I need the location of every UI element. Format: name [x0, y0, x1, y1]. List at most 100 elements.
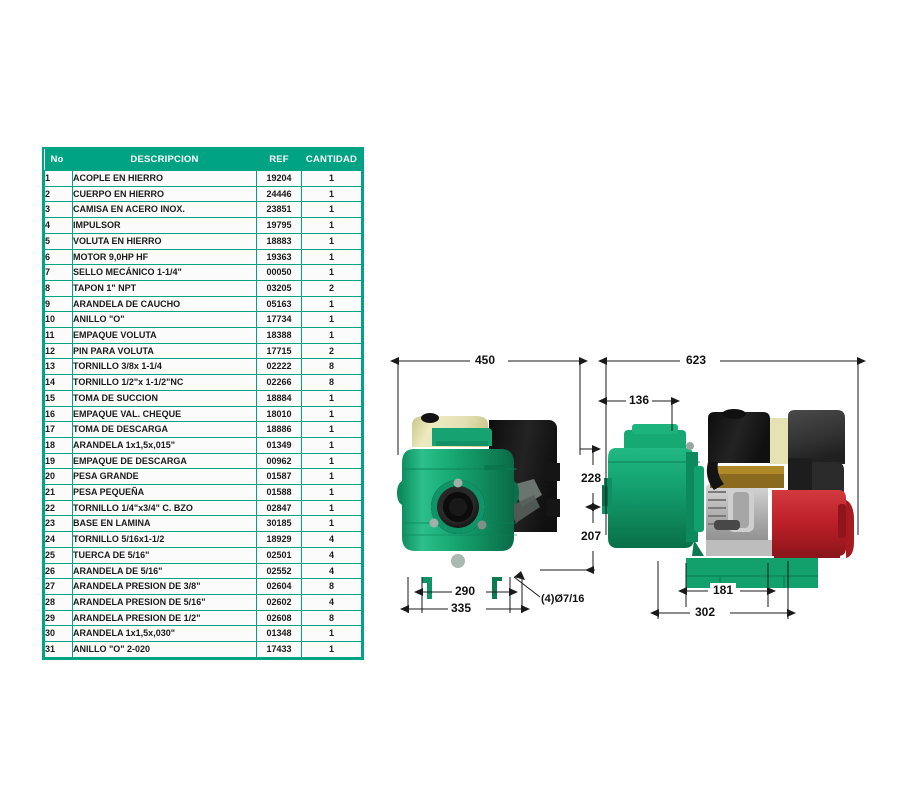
part-number-cell: 16 [44, 405, 73, 423]
part-number-cell: 15 [44, 389, 73, 407]
table-row: 22 TORNILLO 1/4"x3/4" C. BZO 02847 1 [44, 499, 362, 517]
part-description-cell: PIN PARA VOLUTA [72, 342, 257, 360]
part-number-cell: 8 [44, 279, 73, 297]
part-ref-cell: 18884 [256, 389, 302, 407]
part-ref-cell: 24446 [256, 185, 302, 203]
part-description-cell: TAPON 1" NPT [72, 279, 257, 297]
part-description-cell: ANILLO "O" [72, 311, 257, 329]
part-quantity-cell: 1 [301, 389, 362, 407]
part-description-cell: VOLUTA EN HIERRO [72, 232, 257, 250]
part-ref-cell: 18929 [256, 531, 302, 548]
table-row: 2 CUERPO EN HIERRO 24446 1 [44, 185, 362, 203]
table-row: 30 ARANDELA 1x1,5x,030" 01348 1 [44, 625, 362, 643]
part-quantity-cell: 1 [301, 452, 362, 470]
dim-side-pump-body-length: 136 [626, 393, 653, 407]
table-row: 31 ANILLO "O" 2-020 17433 1 [44, 641, 362, 658]
part-quantity-cell: 1 [301, 201, 362, 219]
dim-side-base-length: 302 [692, 605, 719, 619]
part-description-cell: PESA GRANDE [72, 468, 257, 486]
column-header-cantidad: CANTIDAD [301, 149, 362, 171]
part-number-cell: 9 [44, 295, 73, 313]
hole-callout-annotation: (4)Ø7/16 [541, 593, 585, 605]
part-quantity-cell: 1 [301, 484, 362, 501]
part-number-cell: 31 [44, 641, 73, 658]
part-ref-cell: 23851 [256, 201, 302, 219]
part-description-cell: ARANDELA PRESION DE 3/8" [72, 578, 257, 595]
part-ref-cell: 00962 [256, 452, 302, 470]
part-ref-cell: 02604 [256, 578, 302, 595]
front-view-pump-illustration [397, 413, 560, 599]
part-quantity-cell: 2 [301, 279, 362, 297]
part-quantity-cell: 1 [301, 170, 362, 187]
part-ref-cell: 02266 [256, 374, 302, 391]
parts-list-table: No DESCRIPCION REF CANTIDAD 1 ACOPLE EN H… [42, 147, 364, 660]
part-ref-cell: 18883 [256, 232, 302, 250]
part-number-cell: 3 [44, 201, 73, 219]
table-row: 4 IMPULSOR 19795 1 [44, 217, 362, 234]
part-quantity-cell: 4 [301, 562, 362, 580]
table-row: 12 PIN PARA VOLUTA 17715 2 [44, 342, 362, 360]
table-row: 16 EMPAQUE VAL. CHEQUE 18010 1 [44, 405, 362, 423]
table-row: 1 ACOPLE EN HIERRO 19204 1 [44, 170, 362, 187]
part-number-cell: 5 [44, 232, 73, 250]
part-description-cell: TUERCA DE 5/16" [72, 546, 257, 564]
part-description-cell: ARANDELA DE CAUCHO [72, 295, 257, 313]
part-ref-cell: 03205 [256, 279, 302, 297]
part-description-cell: TORNILLO 5/16x1-1/2 [72, 531, 257, 548]
table-row: 3 CAMISA EN ACERO INOX. 23851 1 [44, 201, 362, 219]
table-row: 17 TOMA DE DESCARGA 18886 1 [44, 421, 362, 438]
part-number-cell: 7 [44, 264, 73, 281]
part-number-cell: 28 [44, 593, 73, 611]
part-description-cell: ARANDELA 1x1,5x,015" [72, 436, 257, 454]
part-quantity-cell: 1 [301, 217, 362, 234]
table-body: 1 ACOPLE EN HIERRO 19204 1 2 CUERPO EN HIERRO… [44, 170, 362, 658]
part-quantity-cell: 8 [301, 609, 362, 627]
part-ref-cell: 01588 [256, 484, 302, 501]
part-ref-cell: 19363 [256, 248, 302, 266]
part-ref-cell: 02552 [256, 562, 302, 580]
table-row: 6 MOTOR 9,0HP HF 19363 1 [44, 248, 362, 266]
part-number-cell: 10 [44, 311, 73, 329]
part-description-cell: TOMA DE DESCARGA [72, 421, 257, 438]
part-description-cell: PESA PEQUEÑA [72, 484, 257, 501]
part-ref-cell: 00050 [256, 264, 302, 281]
part-number-cell: 27 [44, 578, 73, 595]
part-description-cell: EMPAQUE DE DESCARGA [72, 452, 257, 470]
table-row: 21 PESA PEQUEÑA 01588 1 [44, 484, 362, 501]
part-number-cell: 13 [44, 358, 73, 376]
part-description-cell: ARANDELA 1x1,5x,030" [72, 625, 257, 643]
part-description-cell: ARANDELA PRESION DE 5/16" [72, 593, 257, 611]
part-number-cell: 4 [44, 217, 73, 234]
part-description-cell: CUERPO EN HIERRO [72, 185, 257, 203]
part-ref-cell: 02602 [256, 593, 302, 611]
part-ref-cell: 02501 [256, 546, 302, 564]
part-quantity-cell: 1 [301, 327, 362, 344]
part-ref-cell: 01587 [256, 468, 302, 486]
part-quantity-cell: 1 [301, 311, 362, 329]
part-number-cell: 26 [44, 562, 73, 580]
dim-side-overall-length: 623 [683, 353, 710, 367]
table-row: 24 TORNILLO 5/16x1-1/2 18929 4 [44, 531, 362, 548]
part-ref-cell: 17715 [256, 342, 302, 360]
part-description-cell: TOMA DE SUCCION [72, 389, 257, 407]
part-number-cell: 20 [44, 468, 73, 486]
part-ref-cell: 19204 [256, 170, 302, 187]
part-quantity-cell: 8 [301, 358, 362, 376]
part-ref-cell: 01349 [256, 436, 302, 454]
part-description-cell: TORNILLO 1/2"x 1-1/2"NC [72, 374, 257, 391]
part-quantity-cell: 1 [301, 232, 362, 250]
table-row: 14 TORNILLO 1/2"x 1-1/2"NC 02266 8 [44, 374, 362, 391]
part-number-cell: 6 [44, 248, 73, 266]
part-quantity-cell: 4 [301, 593, 362, 611]
part-ref-cell: 18388 [256, 327, 302, 344]
part-quantity-cell: 1 [301, 499, 362, 517]
part-number-cell: 1 [44, 170, 73, 187]
table-row: 23 BASE EN LAMINA 30185 1 [44, 515, 362, 533]
part-ref-cell: 18010 [256, 405, 302, 423]
part-number-cell: 17 [44, 421, 73, 438]
table-row: 15 TOMA DE SUCCION 18884 1 [44, 389, 362, 407]
part-number-cell: 30 [44, 625, 73, 643]
part-number-cell: 18 [44, 436, 73, 454]
dim-front-upper-height: 228 [578, 471, 605, 485]
part-quantity-cell: 1 [301, 295, 362, 313]
